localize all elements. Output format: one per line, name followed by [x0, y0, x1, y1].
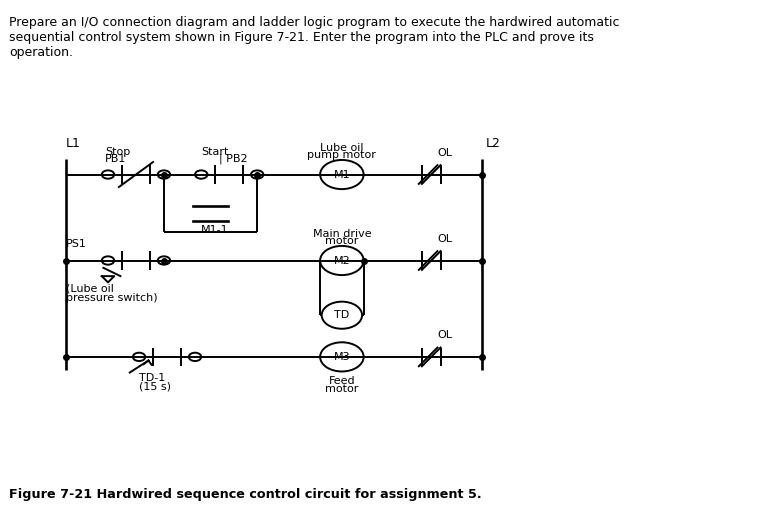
Text: PB1: PB1 — [105, 154, 127, 164]
Text: OL: OL — [437, 234, 453, 244]
Text: | PB2: | PB2 — [219, 154, 247, 164]
Text: OL: OL — [437, 330, 453, 340]
Text: TD-1: TD-1 — [139, 373, 166, 382]
Text: M1-1: M1-1 — [200, 225, 228, 235]
Text: motor: motor — [326, 236, 358, 246]
Text: OL: OL — [437, 148, 453, 158]
Text: PS1: PS1 — [66, 239, 87, 249]
Text: Lube oil: Lube oil — [320, 143, 364, 153]
Text: motor: motor — [326, 384, 358, 394]
Text: pressure switch): pressure switch) — [66, 293, 158, 303]
Text: pump motor: pump motor — [308, 150, 376, 160]
Text: Prepare an I/O connection diagram and ladder logic program to execute the hardwi: Prepare an I/O connection diagram and la… — [9, 16, 620, 59]
Text: M1: M1 — [333, 169, 350, 180]
Text: L2: L2 — [486, 137, 500, 150]
Text: Figure 7-21 Hardwired sequence control circuit for assignment 5.: Figure 7-21 Hardwired sequence control c… — [9, 488, 482, 501]
Text: Feed: Feed — [329, 376, 355, 386]
Text: Main drive: Main drive — [312, 229, 371, 239]
Text: L1: L1 — [66, 137, 81, 150]
Text: TD: TD — [334, 310, 350, 320]
Text: M2: M2 — [333, 255, 350, 266]
Text: Start: Start — [201, 147, 229, 157]
Text: Stop: Stop — [105, 147, 130, 157]
Text: (15 s): (15 s) — [139, 382, 171, 392]
Text: M3: M3 — [333, 352, 350, 362]
Text: (Lube oil: (Lube oil — [66, 284, 114, 294]
